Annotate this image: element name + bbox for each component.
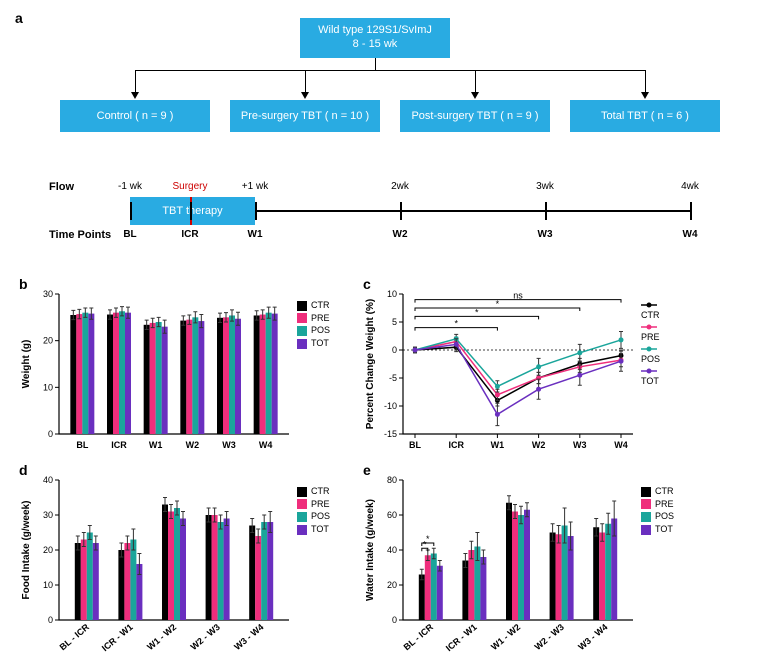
svg-text:*: * bbox=[423, 539, 427, 549]
panel-d: 0 10 20 30 40 Food Intake (g/week) BL - ICR ICR… bbox=[15, 462, 359, 660]
group-box: Post-surgery TBT ( n = 9 ) bbox=[400, 100, 550, 132]
svg-text:80: 80 bbox=[387, 475, 397, 485]
svg-text:*: * bbox=[454, 319, 458, 329]
svg-text:-15: -15 bbox=[384, 429, 397, 439]
svg-text:10: 10 bbox=[43, 382, 53, 392]
svg-text:BL - ICR: BL - ICR bbox=[402, 622, 436, 653]
panel-label-a: a bbox=[15, 10, 23, 26]
svg-text:e: e bbox=[363, 462, 371, 478]
svg-text:40: 40 bbox=[43, 475, 53, 485]
timeline: Flow Time Points TBT therapy Surgery BL … bbox=[55, 175, 715, 255]
top-box-line1: Wild type 129S1/SvImJ bbox=[318, 24, 432, 38]
svg-text:ns: ns bbox=[513, 291, 523, 301]
svg-text:60: 60 bbox=[387, 510, 397, 520]
svg-text:W1 - W2: W1 - W2 bbox=[489, 622, 522, 652]
svg-text:*: * bbox=[475, 307, 479, 317]
svg-text:W3: W3 bbox=[573, 440, 587, 450]
connector bbox=[375, 58, 376, 70]
group-box: Control ( n = 9 ) bbox=[60, 100, 210, 132]
svg-text:W4: W4 bbox=[614, 440, 628, 450]
svg-text:b: b bbox=[19, 276, 28, 292]
svg-text:d: d bbox=[19, 462, 28, 478]
panel-b: 0102030Weight (g)BLICRW1W2W3W4bCTRPREPOS… bbox=[15, 276, 359, 456]
svg-text:10: 10 bbox=[387, 289, 397, 299]
svg-text:0: 0 bbox=[392, 345, 397, 355]
svg-text:W1: W1 bbox=[491, 440, 505, 450]
row-tp-label: Time Points bbox=[49, 229, 111, 241]
svg-text:W2: W2 bbox=[186, 440, 200, 450]
svg-text:30: 30 bbox=[43, 510, 53, 520]
panel-c: -15 -10 -5 0 5 10 Percent Change Weight (%) BL I… bbox=[359, 276, 703, 456]
svg-text:BL - ICR: BL - ICR bbox=[58, 622, 92, 653]
svg-text:*: * bbox=[496, 299, 500, 309]
svg-text:0: 0 bbox=[392, 615, 397, 625]
figure: a Wild type 129S1/SvImJ 8 - 15 wk Contro… bbox=[0, 0, 760, 670]
svg-text:20: 20 bbox=[43, 545, 53, 555]
svg-text:ICR: ICR bbox=[111, 440, 127, 450]
row-de: 0 10 20 30 40 Food Intake (g/week) BL - ICR ICR… bbox=[15, 462, 745, 660]
svg-text:5: 5 bbox=[392, 317, 397, 327]
svg-text:20: 20 bbox=[43, 336, 53, 346]
svg-text:Water Intake (g/week): Water Intake (g/week) bbox=[365, 499, 376, 601]
top-box: Wild type 129S1/SvImJ 8 - 15 wk bbox=[300, 18, 450, 58]
svg-text:40: 40 bbox=[387, 545, 397, 555]
surgery-label: Surgery bbox=[172, 181, 207, 192]
group-box: Pre-surgery TBT ( n = 10 ) bbox=[230, 100, 380, 132]
timeline-axis bbox=[255, 210, 690, 212]
svg-text:ICR - W1: ICR - W1 bbox=[100, 622, 135, 653]
svg-text:*: * bbox=[426, 534, 430, 544]
svg-text:W2 - W3: W2 - W3 bbox=[533, 622, 566, 652]
svg-text:W1 - W2: W1 - W2 bbox=[145, 622, 178, 652]
svg-text:10: 10 bbox=[43, 580, 53, 590]
tbt-box: TBT therapy bbox=[130, 197, 255, 225]
panel-a: a Wild type 129S1/SvImJ 8 - 15 wk Contro… bbox=[15, 10, 745, 270]
connector bbox=[135, 70, 645, 71]
row-bc: 0102030Weight (g)BLICRW1W2W3W4bCTRPREPOS… bbox=[15, 276, 745, 456]
svg-text:W1: W1 bbox=[149, 440, 163, 450]
svg-text:Food Intake (g/week): Food Intake (g/week) bbox=[21, 501, 32, 600]
row-flow-label: Flow bbox=[49, 181, 74, 193]
svg-text:20: 20 bbox=[387, 580, 397, 590]
svg-text:BL: BL bbox=[76, 440, 88, 450]
svg-text:-10: -10 bbox=[384, 401, 397, 411]
top-box-line2: 8 - 15 wk bbox=[353, 38, 398, 52]
panel-e: 0 20 40 60 80 Water Intake (g/week) BL - ICR IC… bbox=[359, 462, 703, 660]
svg-text:W3 - W4: W3 - W4 bbox=[232, 622, 265, 652]
svg-text:Weight (g): Weight (g) bbox=[21, 340, 32, 389]
svg-text:ICR: ICR bbox=[448, 440, 464, 450]
svg-text:W2 - W3: W2 - W3 bbox=[189, 622, 222, 652]
svg-text:ICR - W1: ICR - W1 bbox=[444, 622, 479, 653]
svg-text:-5: -5 bbox=[389, 373, 397, 383]
svg-text:c: c bbox=[363, 276, 371, 292]
svg-text:W3: W3 bbox=[222, 440, 236, 450]
svg-text:W3 - W4: W3 - W4 bbox=[576, 622, 609, 652]
svg-text:BL: BL bbox=[409, 440, 421, 450]
svg-text:0: 0 bbox=[48, 615, 53, 625]
svg-text:Percent Change Weight (%): Percent Change Weight (%) bbox=[365, 299, 376, 429]
svg-text:0: 0 bbox=[48, 429, 53, 439]
svg-text:W2: W2 bbox=[532, 440, 546, 450]
svg-text:W4: W4 bbox=[259, 440, 273, 450]
group-box: Total TBT ( n = 6 ) bbox=[570, 100, 720, 132]
svg-text:30: 30 bbox=[43, 289, 53, 299]
